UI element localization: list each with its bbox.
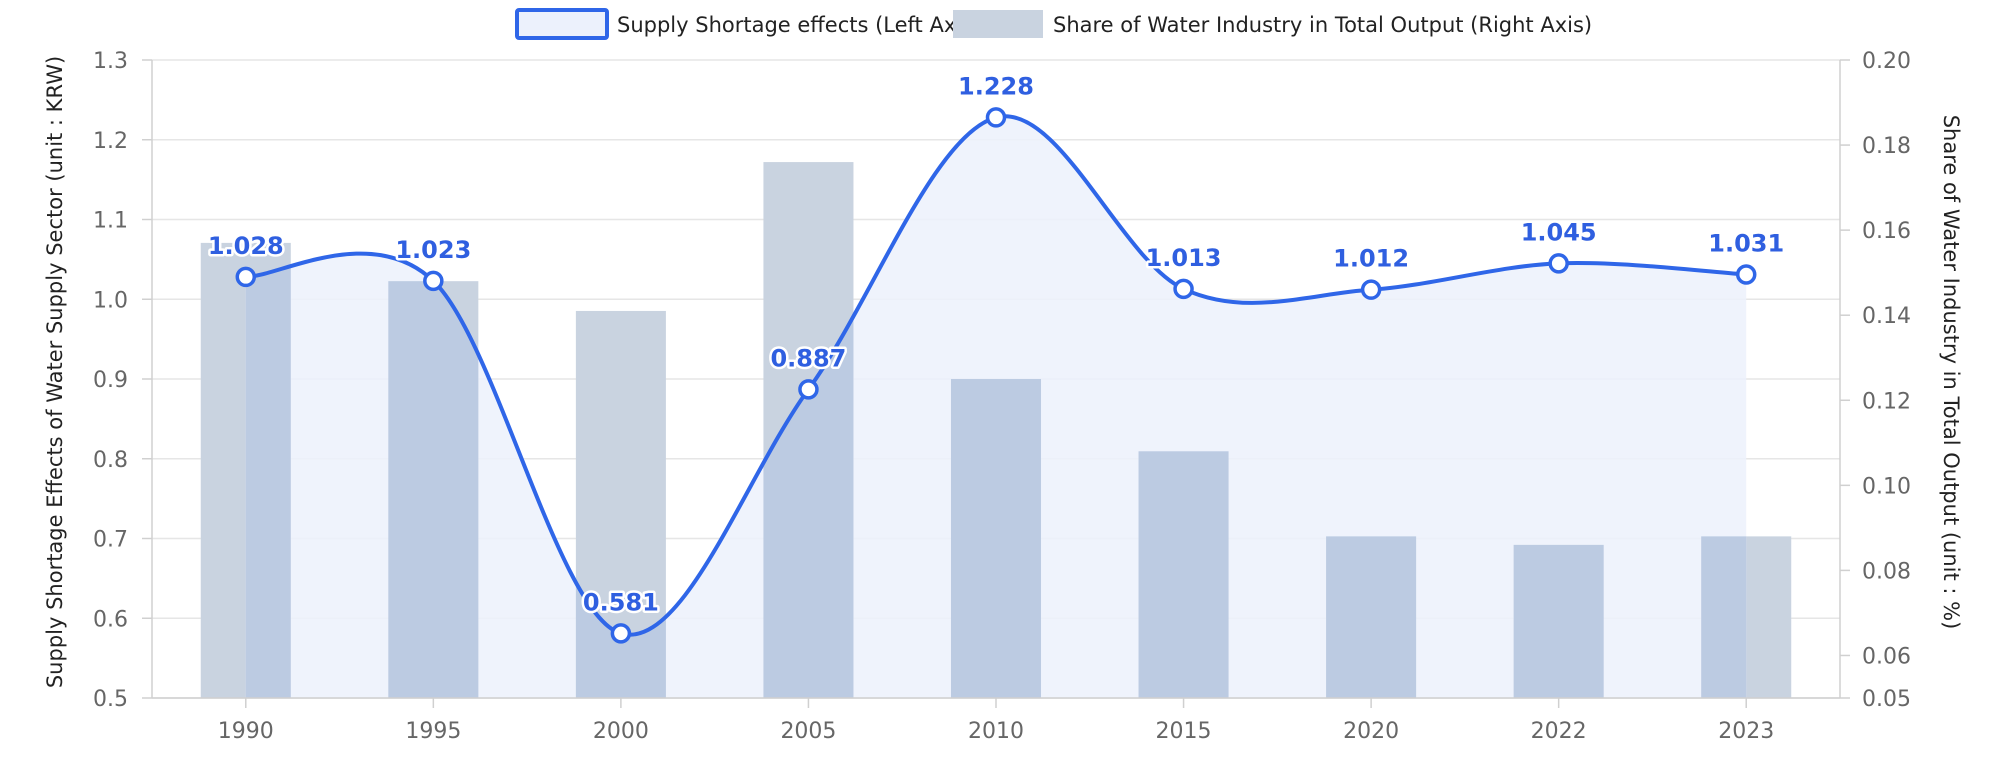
data-label: 1.013	[1146, 244, 1222, 272]
legend: Supply Shortage effects (Left Axis) Shar…	[515, 8, 1592, 40]
line-points	[235, 107, 1757, 644]
data-label: 0.887	[770, 344, 846, 372]
data-label: 1.045	[1521, 218, 1597, 246]
x-tick-label: 2015	[1156, 719, 1212, 744]
legend-label-bar[interactable]: Share of Water Industry in Total Output …	[1053, 13, 1592, 37]
line-point[interactable]	[1360, 279, 1382, 300]
line-point[interactable]	[610, 623, 632, 644]
y-tick-label-right: 0.05	[1862, 687, 1911, 712]
y-tick-label-right: 0.12	[1862, 389, 1911, 414]
x-tick-label: 1990	[218, 719, 274, 744]
y-tick-label-right: 0.08	[1862, 559, 1911, 584]
data-label: 1.028	[208, 232, 284, 260]
bar-overlap	[1138, 451, 1229, 698]
data-labels: 1.028 1.023 0.581 0.887 1.228 1.013 1.012 1.045…	[205, 70, 1786, 619]
y-tick-label-left: 0.6	[93, 607, 128, 632]
x-tick-label: 1995	[405, 719, 461, 744]
bar-overlap	[1326, 536, 1417, 698]
line-point[interactable]	[985, 107, 1007, 128]
x-tick-label: 2010	[968, 719, 1024, 744]
axes: 0.5 0.6 0.7 0.8 0.9 1.0 1.1 1.2 1.3 0.05 0.06 0.08 0…	[93, 49, 1911, 744]
legend-label-line[interactable]: Supply Shortage effects (Left Axis)	[617, 13, 981, 37]
y-tick-label-left: 0.7	[93, 528, 128, 553]
legend-swatch-bar[interactable]	[953, 10, 1043, 38]
line-point[interactable]	[1173, 278, 1194, 300]
line-series	[245, 114, 1747, 637]
line-point[interactable]	[1548, 253, 1569, 274]
line-point[interactable]	[423, 270, 444, 292]
x-tick-label: 2005	[780, 719, 836, 744]
y-tick-label-right: 0.06	[1862, 644, 1911, 669]
y-tick-label-right: 0.16	[1862, 219, 1911, 244]
bar-overlap	[245, 242, 291, 699]
bar-overlap	[950, 379, 1042, 698]
bar-overlap	[1513, 544, 1604, 698]
data-label: 1.228	[958, 72, 1034, 100]
data-label: 1.031	[1708, 230, 1784, 258]
x-tick-label: 2023	[1718, 719, 1774, 744]
y-axis-title-right: Share of Water Industry in Total Output …	[1939, 115, 1963, 630]
data-label: 1.012	[1333, 245, 1409, 273]
line-point[interactable]	[1735, 264, 1757, 285]
y-tick-label-right: 0.10	[1862, 474, 1911, 499]
data-label: 1.023	[395, 236, 471, 264]
y-tick-label-left: 1.2	[93, 129, 128, 154]
y-tick-label-left: 0.5	[93, 687, 128, 712]
y-tick-label-left: 0.9	[93, 368, 128, 393]
y-tick-label-right: 0.18	[1862, 134, 1911, 159]
line-point[interactable]	[798, 379, 819, 400]
y-tick-label-left: 0.8	[93, 448, 128, 473]
y-tick-label-right: 0.14	[1862, 304, 1911, 329]
x-tick-label: 2022	[1531, 719, 1587, 744]
x-tick-label: 2000	[593, 719, 649, 744]
data-label: 0.581	[583, 588, 659, 616]
legend-swatch-line[interactable]	[515, 8, 609, 40]
y-axis-title-left: Supply Shortage Effects of Water Supply …	[43, 56, 67, 688]
bar-overlap	[1701, 536, 1747, 698]
y-tick-label-left: 1.3	[93, 49, 128, 74]
y-tick-label-left: 1.0	[93, 288, 128, 313]
line-point[interactable]	[235, 266, 257, 288]
bar-overlap	[388, 281, 479, 698]
y-tick-label-left: 1.1	[93, 209, 128, 234]
line-path	[245, 114, 1747, 637]
x-tick-label: 2020	[1343, 719, 1399, 744]
y-tick-label-right: 0.20	[1862, 49, 1911, 74]
